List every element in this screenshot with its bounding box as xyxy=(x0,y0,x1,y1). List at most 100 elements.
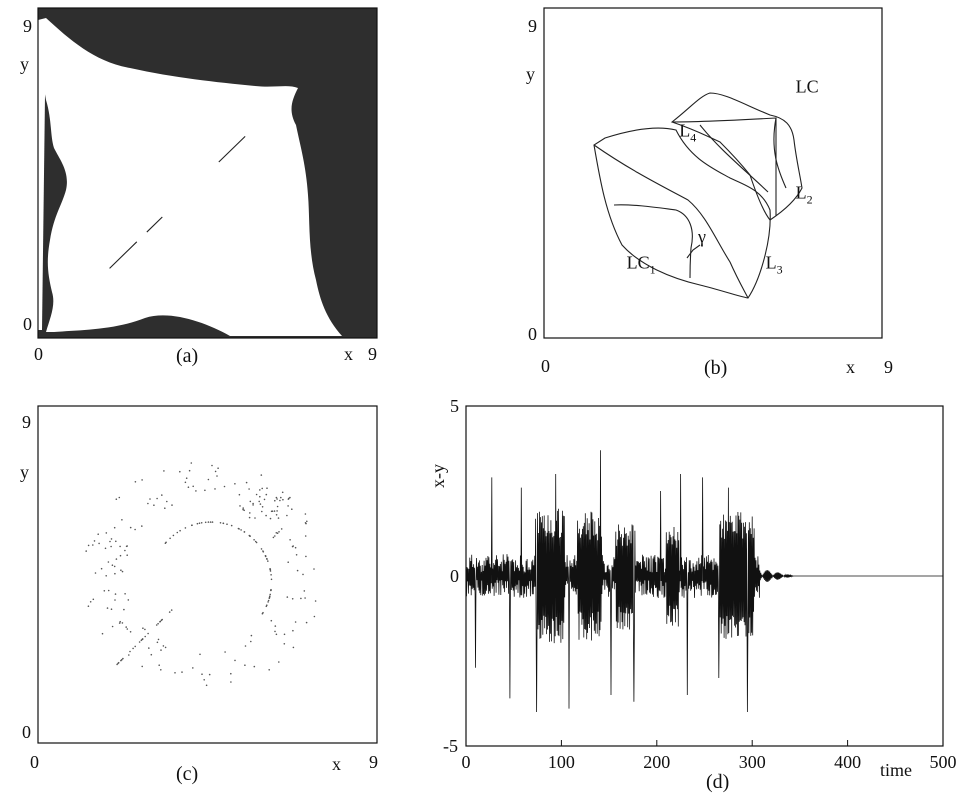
c-point xyxy=(230,524,233,527)
c-point xyxy=(254,517,256,519)
c-point xyxy=(269,570,272,572)
c-point xyxy=(141,665,143,668)
c-point xyxy=(129,526,132,529)
c-point xyxy=(270,574,272,576)
c-point xyxy=(278,661,280,663)
c-point xyxy=(161,494,163,496)
c-point xyxy=(98,542,100,545)
c-point xyxy=(250,640,252,643)
c-point xyxy=(160,649,162,651)
d-ylabel: x-y xyxy=(428,464,448,488)
c-point xyxy=(291,545,294,548)
c-point xyxy=(187,486,190,489)
c-point xyxy=(105,532,108,534)
c-point xyxy=(217,467,219,470)
c-point xyxy=(134,645,136,648)
c-point xyxy=(265,514,267,517)
b-annotation-5: L3 xyxy=(766,252,783,276)
c-point xyxy=(276,505,279,508)
c-point xyxy=(156,641,159,644)
c-point xyxy=(170,609,173,611)
c-point xyxy=(267,560,269,562)
d-ytick-5: 5 xyxy=(450,396,459,416)
c-point xyxy=(181,671,183,673)
c-point xyxy=(283,643,286,645)
a-ytick-0: 0 xyxy=(23,314,32,334)
c-point xyxy=(114,593,117,595)
c-point xyxy=(121,570,124,573)
c-point xyxy=(105,575,107,577)
c-point xyxy=(313,568,315,570)
c-xtick-9: 9 xyxy=(369,752,378,772)
c-point xyxy=(134,528,136,531)
c-point xyxy=(200,522,203,524)
c-point xyxy=(127,599,130,601)
b-inner-arc xyxy=(593,144,749,299)
c-point xyxy=(159,620,162,623)
c-point xyxy=(94,572,97,574)
c-point xyxy=(115,558,118,560)
c-point xyxy=(207,478,210,481)
c-point xyxy=(265,605,268,608)
b-upper-loop xyxy=(670,92,803,221)
c-point xyxy=(179,470,181,473)
c-point xyxy=(149,498,151,500)
d-xlabel: time xyxy=(880,760,912,780)
c-point xyxy=(123,608,125,611)
c-point xyxy=(166,500,168,503)
c-point xyxy=(283,633,286,636)
c-point xyxy=(172,534,175,537)
c-point xyxy=(201,673,203,675)
a-basin-white-left xyxy=(38,18,46,330)
c-point xyxy=(253,665,256,668)
c-point xyxy=(209,521,212,523)
c-point xyxy=(240,529,242,531)
c-point xyxy=(219,522,222,524)
c-point xyxy=(242,507,244,509)
c-point xyxy=(119,620,121,623)
c-point xyxy=(269,593,272,596)
c-point xyxy=(211,521,214,523)
b-L4-line xyxy=(699,124,769,193)
c-point xyxy=(267,599,270,602)
c-point xyxy=(252,504,254,506)
b-ylabel: y xyxy=(526,64,535,84)
a-ylabel: y xyxy=(20,54,29,74)
a-xlabel: x xyxy=(344,344,353,364)
panel-c: 9 y 0 0 (c) x 9 xyxy=(20,405,378,785)
c-point xyxy=(179,529,181,532)
c-point xyxy=(294,621,297,623)
c-point xyxy=(174,672,176,674)
c-point xyxy=(111,625,114,628)
c-point xyxy=(185,477,188,480)
c-point xyxy=(269,517,272,520)
c-point xyxy=(305,555,307,558)
c-point xyxy=(118,622,121,624)
c-point xyxy=(138,641,141,643)
c-point xyxy=(107,589,110,592)
c-point xyxy=(190,462,193,464)
c-point xyxy=(261,487,264,490)
c-point xyxy=(294,546,297,549)
c-point xyxy=(188,469,191,472)
c-point xyxy=(276,510,278,512)
c-panel-label: (c) xyxy=(176,763,198,785)
c-point xyxy=(198,522,201,524)
c-point xyxy=(110,608,113,610)
panel-b: 9 y 0 0 (b) x 9 LC L4 L2 γ LC1 L3 xyxy=(526,7,893,379)
d-xtick-100: 100 xyxy=(548,752,575,772)
c-point xyxy=(132,647,134,650)
c-point xyxy=(314,600,317,602)
c-point xyxy=(144,628,146,631)
b-frame xyxy=(543,7,883,339)
d-xtick-200: 200 xyxy=(643,752,670,772)
c-point xyxy=(245,481,248,484)
c-point xyxy=(234,659,236,662)
c-point xyxy=(125,545,128,548)
c-point xyxy=(271,510,274,512)
c-point xyxy=(278,531,280,533)
panel-a: 9 y 0 0 (a) x 9 xyxy=(20,7,378,367)
c-point xyxy=(216,475,218,477)
c-point xyxy=(115,498,118,501)
c-point xyxy=(214,470,217,473)
